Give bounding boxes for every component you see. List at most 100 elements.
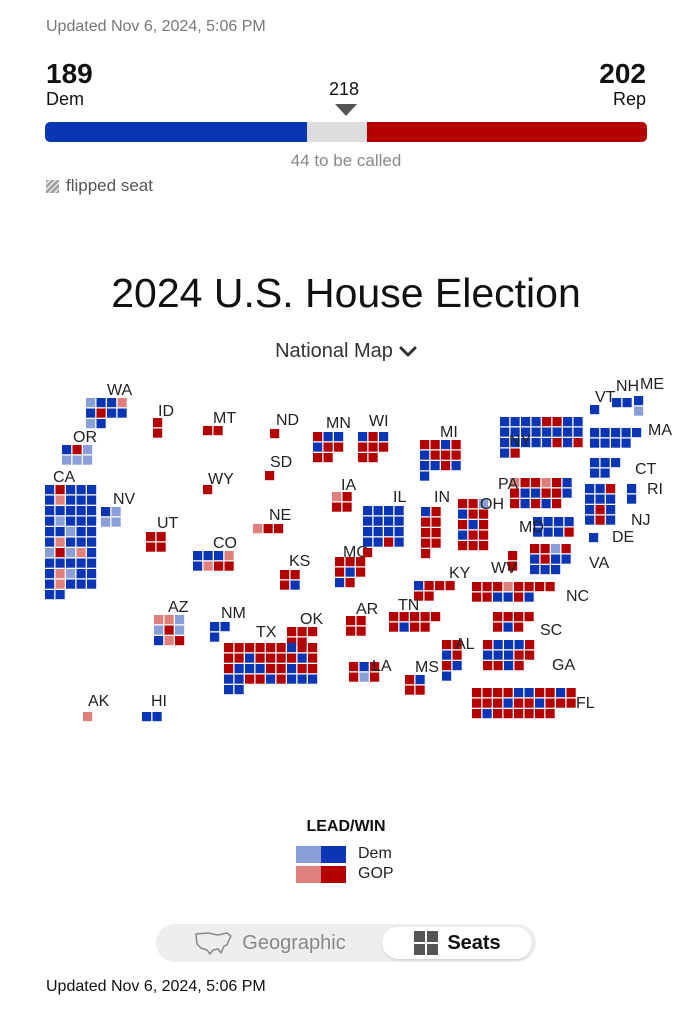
seat-cell[interactable] xyxy=(87,516,97,526)
state-ca[interactable]: CA xyxy=(45,469,97,600)
seat-cell[interactable] xyxy=(540,544,550,554)
seat-cell[interactable] xyxy=(76,527,86,537)
seat-cell[interactable] xyxy=(421,538,431,548)
seat-cell[interactable] xyxy=(308,664,318,674)
seat-cell[interactable] xyxy=(510,417,520,427)
state-mt[interactable]: MT xyxy=(203,410,236,436)
seat-cell[interactable] xyxy=(87,579,97,589)
state-me[interactable]: ME xyxy=(634,376,664,416)
state-la[interactable]: LA xyxy=(349,658,392,682)
seat-cell[interactable] xyxy=(363,537,373,547)
seat-cell[interactable] xyxy=(514,612,524,622)
seat-cell[interactable] xyxy=(45,516,55,526)
state-in[interactable]: IN xyxy=(421,489,450,559)
seat-cell[interactable] xyxy=(245,643,255,653)
seat-cell[interactable] xyxy=(276,643,286,653)
seat-cell[interactable] xyxy=(87,485,97,495)
state-vt[interactable]: VT xyxy=(590,389,616,415)
state-wa[interactable]: WA xyxy=(86,382,133,429)
seat-cell[interactable] xyxy=(203,426,213,436)
seat-cell[interactable] xyxy=(493,650,503,660)
state-ms[interactable]: MS xyxy=(405,659,439,695)
seat-cell[interactable] xyxy=(493,661,503,671)
seat-cell[interactable] xyxy=(213,426,223,436)
seat-cell[interactable] xyxy=(510,448,520,458)
seat-cell[interactable] xyxy=(503,698,513,708)
tab-seats[interactable]: Seats xyxy=(382,927,532,959)
seat-cell[interactable] xyxy=(363,516,373,526)
seat-cell[interactable] xyxy=(410,612,420,622)
seat-cell[interactable] xyxy=(265,471,275,481)
seat-cell[interactable] xyxy=(514,640,524,650)
seat-cell[interactable] xyxy=(164,636,174,646)
seat-cell[interactable] xyxy=(76,569,86,579)
seat-cell[interactable] xyxy=(193,551,203,561)
seat-cell[interactable] xyxy=(86,419,96,429)
seat-cell[interactable] xyxy=(493,582,503,592)
seat-cell[interactable] xyxy=(210,622,220,632)
seat-cell[interactable] xyxy=(87,495,97,505)
seat-cell[interactable] xyxy=(458,509,468,519)
seat-cell[interactable] xyxy=(335,557,345,567)
seat-cell[interactable] xyxy=(458,530,468,540)
seat-cell[interactable] xyxy=(154,625,164,635)
seat-cell[interactable] xyxy=(394,537,404,547)
seat-cell[interactable] xyxy=(561,554,571,564)
seat-cell[interactable] xyxy=(590,438,600,448)
state-wi[interactable]: WI xyxy=(358,413,389,463)
seat-cell[interactable] xyxy=(45,527,55,537)
seat-cell[interactable] xyxy=(313,432,323,442)
state-ks[interactable]: KS xyxy=(280,553,310,590)
seat-cell[interactable] xyxy=(606,484,616,494)
seat-cell[interactable] xyxy=(535,688,545,698)
seat-cell[interactable] xyxy=(313,453,323,463)
seat-cell[interactable] xyxy=(308,674,318,684)
seat-cell[interactable] xyxy=(606,494,616,504)
state-nh[interactable]: NH xyxy=(612,378,639,408)
seat-cell[interactable] xyxy=(76,516,86,526)
seat-cell[interactable] xyxy=(573,417,583,427)
seat-cell[interactable] xyxy=(482,582,492,592)
seat-cell[interactable] xyxy=(384,527,394,537)
seat-cell[interactable] xyxy=(472,709,482,719)
seat-cell[interactable] xyxy=(359,662,369,672)
seat-cell[interactable] xyxy=(45,548,55,558)
state-nd[interactable]: ND xyxy=(270,412,299,439)
seat-cell[interactable] xyxy=(55,558,65,568)
seat-cell[interactable] xyxy=(634,396,644,406)
seat-cell[interactable] xyxy=(421,528,431,538)
seat-cell[interactable] xyxy=(342,502,352,512)
seat-cell[interactable] xyxy=(468,499,478,509)
seat-cell[interactable] xyxy=(590,428,600,438)
seat-cell[interactable] xyxy=(520,499,530,509)
seat-cell[interactable] xyxy=(55,569,65,579)
tab-geographic[interactable]: Geographic xyxy=(160,927,380,959)
seat-cell[interactable] xyxy=(370,672,380,682)
seat-cell[interactable] xyxy=(224,685,234,695)
seat-cell[interactable] xyxy=(590,468,600,478)
seat-cell[interactable] xyxy=(543,527,553,537)
seat-cell[interactable] xyxy=(55,506,65,516)
seat-cell[interactable] xyxy=(563,427,573,437)
seat-cell[interactable] xyxy=(55,485,65,495)
seat-cell[interactable] xyxy=(234,674,244,684)
seat-cell[interactable] xyxy=(45,506,55,516)
state-wv[interactable]: WV xyxy=(491,551,518,577)
seat-cell[interactable] xyxy=(55,527,65,537)
seat-cell[interactable] xyxy=(363,527,373,537)
seat-cell[interactable] xyxy=(540,565,550,575)
seat-cell[interactable] xyxy=(431,538,441,548)
state-nc[interactable]: NC xyxy=(472,582,589,605)
seat-cell[interactable] xyxy=(420,461,430,471)
state-ri[interactable]: RI xyxy=(627,481,663,504)
seat-cell[interactable] xyxy=(66,558,76,568)
seat-cell[interactable] xyxy=(504,661,514,671)
seat-cell[interactable] xyxy=(96,419,106,429)
seat-cell[interactable] xyxy=(421,507,431,517)
state-ga[interactable]: GA xyxy=(483,640,575,674)
seat-cell[interactable] xyxy=(255,664,265,674)
seat-cell[interactable] xyxy=(514,661,524,671)
seat-cell[interactable] xyxy=(66,579,76,589)
seat-cell[interactable] xyxy=(356,626,366,636)
seat-cell[interactable] xyxy=(101,517,111,527)
